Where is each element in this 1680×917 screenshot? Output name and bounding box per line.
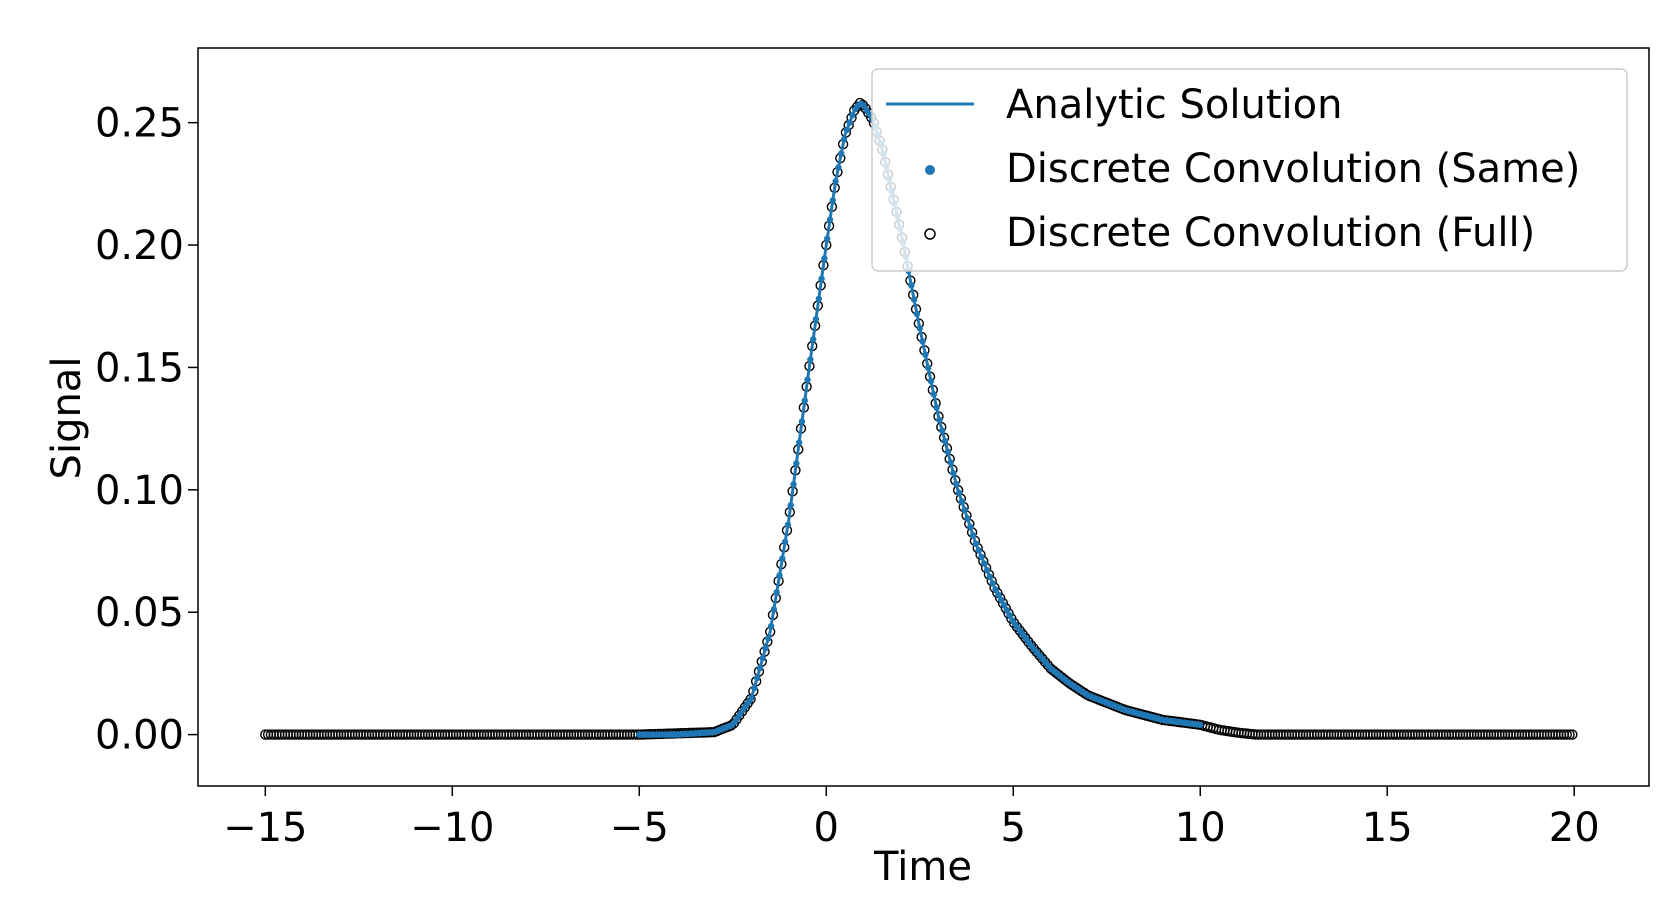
legend-same-swatch [925, 165, 935, 175]
legend-same-label: Discrete Convolution (Same) [1006, 146, 1580, 192]
full-point [1567, 729, 1578, 740]
y-axis-label: Signal [44, 357, 90, 480]
x-tick-label: −10 [410, 805, 494, 851]
x-tick-label: 10 [1175, 805, 1226, 851]
x-tick-label: 5 [1001, 805, 1026, 851]
y-tick-label: 0.00 [95, 713, 184, 759]
full-point [1564, 729, 1575, 740]
legend-box [871, 68, 1628, 272]
x-tick-label: 0 [814, 805, 839, 851]
full-point [1561, 729, 1572, 740]
legend-analytic-label: Analytic Solution [1006, 82, 1342, 128]
y-tick-label: 0.15 [95, 345, 184, 391]
y-tick-label: 0.10 [95, 468, 184, 514]
x-tick-label: −15 [223, 805, 307, 851]
x-ticks: −15 −10 −5 0 5 10 15 20 [223, 786, 1600, 851]
x-tick-label: 15 [1362, 805, 1413, 851]
x-tick-label: 20 [1549, 805, 1600, 851]
legend-full-swatch [924, 228, 936, 240]
y-tick-label: 0.20 [95, 223, 184, 269]
legend: Analytic Solution Discrete Convolution (… [871, 68, 1628, 272]
legend-full-label: Discrete Convolution (Full) [1006, 210, 1535, 256]
y-ticks: 0.00 0.05 0.10 0.15 0.20 0.25 [95, 101, 198, 759]
x-axis-label: Time [873, 844, 972, 890]
y-tick-label: 0.25 [95, 101, 184, 147]
x-tick-label: −5 [610, 805, 669, 851]
y-tick-label: 0.05 [95, 590, 184, 636]
